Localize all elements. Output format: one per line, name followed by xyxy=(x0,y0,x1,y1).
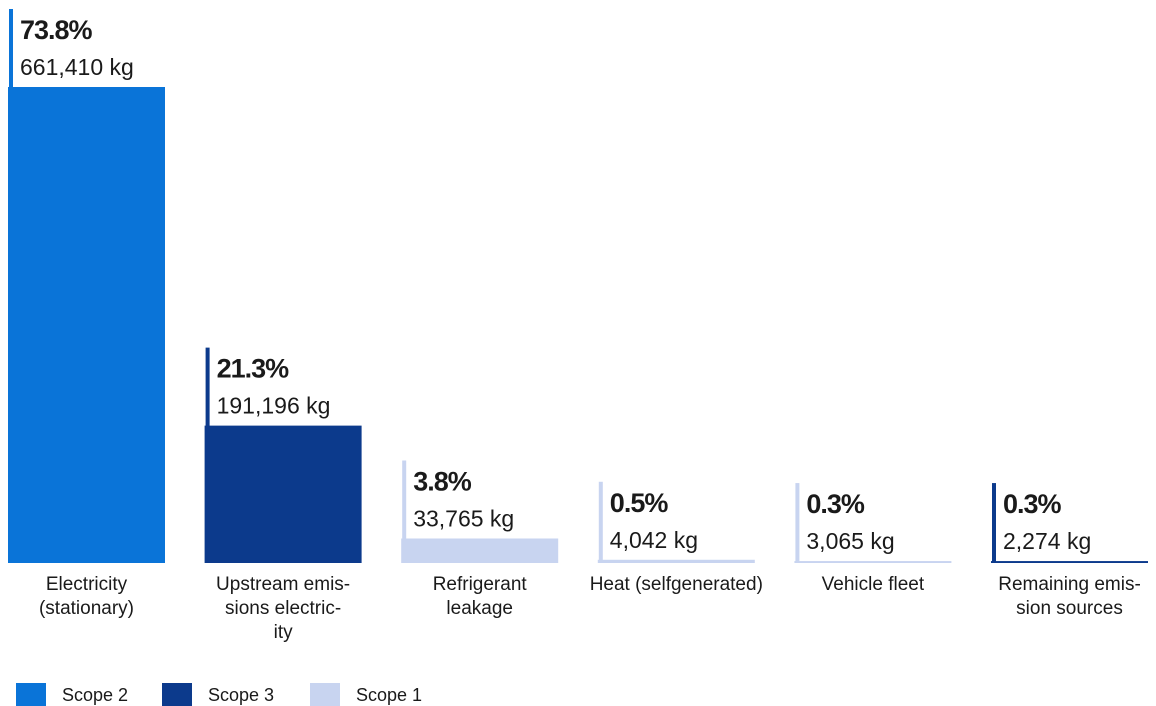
x-tick-label: Remaining emis-sion sources xyxy=(998,574,1141,619)
label-stripe xyxy=(9,9,13,563)
bar xyxy=(794,561,952,563)
label-stripe xyxy=(795,483,800,563)
kg-label: 661,410 kg xyxy=(20,54,134,80)
kg-label: 4,042 kg xyxy=(610,527,698,553)
value-label: 21.3% xyxy=(217,354,290,384)
bar xyxy=(597,559,755,563)
label-stripe xyxy=(598,481,603,563)
legend-label: Scope 3 xyxy=(208,685,274,705)
value-label: 0.3% xyxy=(1003,489,1062,519)
value-label: 0.5% xyxy=(610,488,669,518)
value-label: 3.8% xyxy=(413,466,472,496)
bar xyxy=(401,538,559,563)
kg-label: 191,196 kg xyxy=(217,393,331,419)
x-tick-label: Vehicle fleet xyxy=(822,574,925,595)
kg-label: 3,065 kg xyxy=(806,528,894,554)
kg-label: 33,765 kg xyxy=(413,505,514,531)
bar xyxy=(991,561,1148,563)
x-tick-label: Heat (selfgenerated) xyxy=(590,574,763,595)
value-label: 0.3% xyxy=(806,489,865,519)
label-stripe xyxy=(205,347,210,563)
bar xyxy=(204,425,362,563)
kg-label: 2,274 kg xyxy=(1003,528,1091,554)
label-stripe xyxy=(992,483,996,563)
legend-label: Scope 1 xyxy=(356,685,422,705)
x-tick-label: Electricity (stationary) xyxy=(39,574,134,619)
x-tick-label: Upstream emis-sions electric-ity xyxy=(216,574,350,643)
legend-swatch xyxy=(162,683,192,706)
x-tick-label: Refrigerant leakage xyxy=(433,574,528,619)
legend-swatch xyxy=(310,683,340,706)
legend-swatch xyxy=(16,683,46,706)
label-stripe xyxy=(402,460,407,563)
value-label: 73.8% xyxy=(20,15,93,45)
bar xyxy=(8,87,165,563)
legend-label: Scope 2 xyxy=(62,685,128,705)
